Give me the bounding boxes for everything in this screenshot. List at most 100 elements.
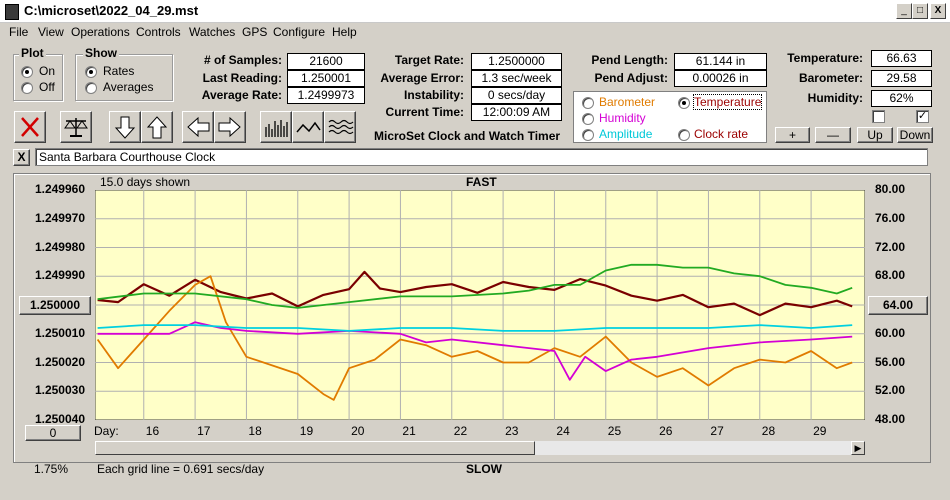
watch-name-field[interactable]: Santa Barbara Courthouse Clock — [35, 148, 928, 166]
plus-button[interactable]: + — [775, 127, 810, 143]
show-rates-radio[interactable] — [85, 66, 97, 78]
right-arrow-icon — [218, 116, 241, 138]
series-amplitude — [97, 324, 853, 332]
bar-graph-button[interactable] — [260, 111, 292, 143]
plot-group — [13, 54, 63, 101]
humidity-value: 62% — [871, 90, 932, 107]
plot-on-label: On — [39, 64, 56, 78]
x-tick-label: 17 — [197, 424, 211, 438]
show-rates-label: Rates — [103, 64, 135, 78]
last-reading-label: Last Reading: — [202, 71, 282, 85]
clock-rate-radio[interactable] — [678, 129, 690, 141]
y-right-tick: 68.00 — [875, 268, 906, 283]
menu-watches[interactable]: Watches — [189, 25, 236, 39]
menu-help[interactable]: Help — [332, 25, 357, 39]
scroll-right-arrow-icon[interactable]: ▶ — [851, 441, 865, 455]
y-left-tick: 1.249960 — [34, 182, 85, 196]
amplitude-radio[interactable] — [582, 129, 594, 141]
up-arrow-icon — [146, 116, 168, 139]
pend-length-label: Pend Length: — [591, 53, 668, 67]
plot-off-radio[interactable] — [21, 82, 33, 94]
current-time-label: Current Time: — [385, 105, 464, 119]
menu-view[interactable]: View — [38, 25, 64, 39]
horizontal-scrollbar[interactable]: ▶ — [95, 441, 865, 455]
center-temp-button[interactable]: 64.00 — [868, 296, 928, 315]
up-arrow-button[interactable] — [141, 111, 173, 143]
x-tick-label: 23 — [505, 424, 519, 438]
wave-graph-icon — [328, 119, 354, 135]
x-tick-label: 16 — [145, 424, 160, 438]
checkbox-1[interactable] — [872, 110, 885, 123]
x-tick-label: 25 — [607, 424, 622, 438]
minimize-button[interactable]: _ — [896, 3, 912, 19]
down-button[interactable]: Down — [897, 127, 933, 143]
x-tick-label: 19 — [299, 424, 314, 438]
day-axis-label: Day: — [94, 424, 119, 438]
x-tick-label: 24 — [556, 424, 570, 438]
remove-watch-button[interactable]: X — [13, 149, 30, 166]
series-barometer — [96, 275, 853, 401]
down-arrow-button[interactable] — [109, 111, 141, 143]
fast-label: FAST — [466, 175, 497, 189]
window-title: C:\microset\2022_04_29.mst — [24, 3, 199, 18]
plot-on-radio[interactable] — [21, 66, 33, 78]
y-right-tick: 72.00 — [875, 239, 906, 254]
barometer-radio[interactable] — [582, 97, 594, 109]
show-averages-label: Averages — [103, 80, 154, 94]
left-arrow-icon — [187, 116, 210, 138]
maximize-button[interactable]: □ — [912, 3, 928, 19]
menu-operations[interactable]: Operations — [71, 25, 130, 39]
clock-rate-option-label: Clock rate — [694, 127, 749, 141]
pend-adjust-label: Pend Adjust: — [594, 71, 668, 85]
y-right-tick: 76.00 — [875, 210, 906, 225]
left-arrow-button[interactable] — [182, 111, 214, 143]
x-tick-label: 27 — [710, 424, 724, 438]
plot-area — [95, 190, 865, 420]
center-value-button[interactable]: 1.250000 — [19, 296, 91, 315]
target-rate-value: 1.2500000 — [471, 53, 562, 70]
wave-graph-button[interactable] — [324, 111, 356, 143]
up-button[interactable]: Up — [857, 127, 893, 143]
y-right-tick: 80.00 — [875, 182, 906, 196]
x-tick-label: 26 — [659, 424, 673, 438]
balance-button[interactable] — [60, 111, 92, 143]
menu-gps[interactable]: GPS — [242, 25, 268, 39]
right-arrow-button[interactable] — [214, 111, 246, 143]
down-arrow-icon — [114, 116, 136, 139]
days-shown-label: 15.0 days shown — [100, 175, 191, 189]
menu-file[interactable]: File — [9, 25, 29, 39]
percent-label: 1.75% — [34, 462, 69, 476]
samples-value: 21600 — [287, 53, 365, 70]
close-window-button[interactable]: X — [930, 3, 946, 19]
stop-button[interactable] — [14, 111, 46, 143]
scale-icon — [64, 118, 88, 137]
checkbox-2[interactable]: ✓ — [916, 110, 929, 123]
zero-button[interactable]: 0 — [25, 425, 81, 441]
barometer-value: 29.58 — [871, 70, 932, 87]
menu-controls[interactable]: Controls — [136, 25, 181, 39]
temperature-value: 66.63 — [871, 50, 932, 67]
average-rate-label: Average Rate: — [201, 88, 282, 102]
instability-label: Instability: — [403, 88, 464, 102]
temperature-radio[interactable] — [678, 97, 690, 109]
plot-off-label: Off — [39, 80, 55, 94]
bar-graph-icon — [265, 120, 288, 137]
humidity-radio[interactable] — [582, 113, 594, 125]
menu-configure[interactable]: Configure — [273, 25, 326, 39]
target-rate-label: Target Rate: — [394, 53, 464, 67]
amplitude-option-label: Amplitude — [599, 127, 653, 141]
menu-bar: File View Operations Controls Watches GP… — [0, 22, 950, 42]
line-graph-button[interactable] — [292, 111, 324, 143]
slow-label: SLOW — [466, 462, 502, 476]
show-averages-radio[interactable] — [85, 82, 97, 94]
y-right-tick: 60.00 — [875, 325, 906, 340]
y-left-tick: 1.249990 — [34, 268, 85, 283]
scrollbar-thumb[interactable] — [95, 441, 535, 455]
title-bar: C:\microset\2022_04_29.mst _ □ X — [0, 0, 950, 23]
minus-button[interactable]: — — [815, 127, 851, 143]
y-right-tick: 56.00 — [875, 354, 906, 369]
y-right-tick: 48.00 — [875, 412, 906, 426]
grid-note-label: Each grid line = 0.691 secs/day — [97, 462, 265, 476]
last-reading-value: 1.250001 — [287, 70, 365, 87]
temperature-label: Temperature: — [787, 51, 863, 65]
